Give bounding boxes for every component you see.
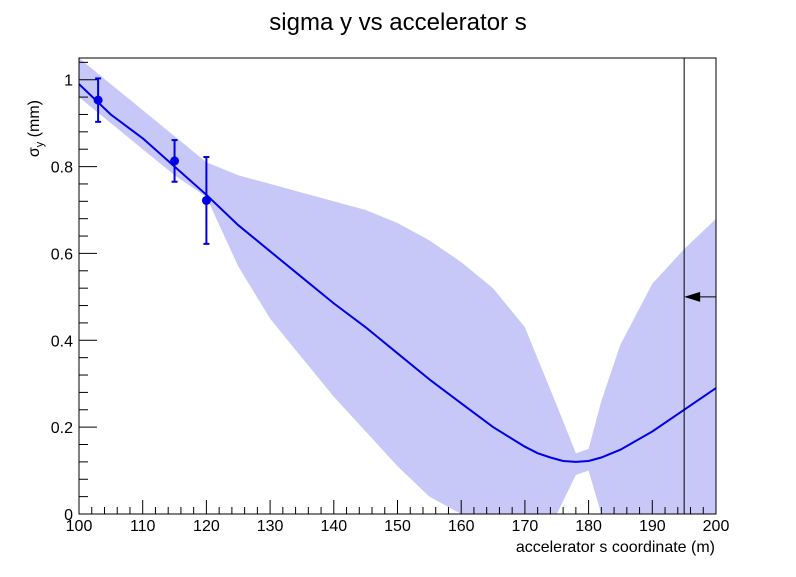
overlay-layer (683, 58, 716, 514)
data-point-marker (170, 156, 180, 166)
x-tick-label: 160 (448, 518, 475, 535)
y-axis-title-unit: (mm) (26, 100, 43, 142)
data-point (93, 77, 103, 123)
x-tick-label: 190 (639, 518, 666, 535)
x-tick-label: 110 (130, 518, 156, 535)
y-tick-label: 0.8 (51, 160, 73, 177)
y-tick-label: 0 (64, 507, 73, 524)
y-tick-label: 0.2 (51, 420, 73, 437)
arrow-head (684, 291, 701, 302)
x-tick-label: 200 (703, 518, 730, 535)
y-axis-title: σy (mm) (26, 100, 46, 157)
x-axis-title: accelerator s coordinate (m) (516, 539, 715, 556)
data-point (201, 156, 211, 245)
y-axis-title-main: σ (26, 147, 43, 157)
x-tick-label: 140 (320, 518, 347, 535)
confidence-band-layer (79, 58, 716, 514)
data-points-layer (93, 77, 211, 245)
y-tick-label: 0.4 (51, 333, 73, 350)
y-tick-label: 0.6 (51, 246, 73, 263)
confidence-band (79, 58, 716, 514)
y-tick-label: 1 (64, 73, 73, 90)
data-point (170, 139, 180, 183)
y-axis-title-sub: y (34, 141, 46, 147)
x-tick-label: 130 (257, 518, 284, 535)
data-point-marker (93, 95, 103, 105)
axes-layer: 100 110 120 130 140 150 160 170 180 190 200 0 0.2 0.4… (51, 57, 730, 535)
x-tick-label: 180 (575, 518, 602, 535)
chart-title: sigma y vs accelerator s (269, 9, 526, 36)
data-point-marker (201, 195, 211, 205)
x-tick-label: 170 (512, 518, 539, 535)
x-tick-label: 150 (384, 518, 411, 535)
x-tick-label: 120 (193, 518, 220, 535)
x-tick-label: 100 (66, 518, 93, 535)
